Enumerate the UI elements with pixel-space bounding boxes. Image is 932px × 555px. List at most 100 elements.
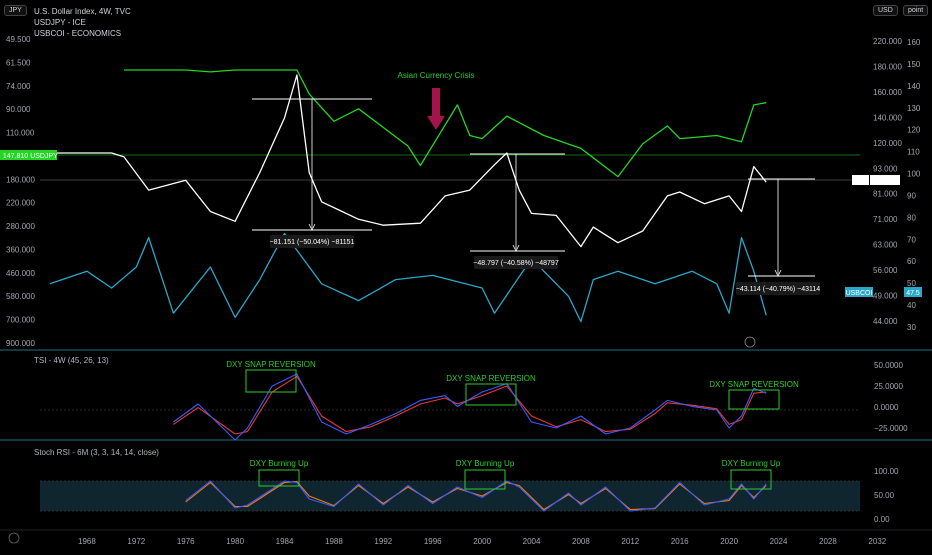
usbcoi-axis-tick: 81.000 [873, 190, 898, 199]
tsi-box-1 [245, 369, 297, 393]
usbcoi-series-line [49, 232, 767, 323]
usbcoi-axis-tick: 44.000 [873, 317, 898, 326]
usbcoi-name-tag-bg [845, 287, 873, 297]
measure-arrow-head [512, 244, 520, 252]
stoch-axis-tick: 50.00 [874, 491, 895, 500]
usd-chip[interactable]: USD [873, 5, 898, 16]
usdjpy-axis-tick: 460.000 [6, 269, 35, 278]
dxy-axis-tick: 30 [907, 323, 916, 332]
tsi-axis-tick: 25.0000 [874, 382, 903, 391]
usbcoi-axis-tick: 180.000 [873, 62, 902, 71]
dxy-axis-tick: 40 [907, 301, 916, 310]
usbcoi-axis-tick: 140.000 [873, 113, 902, 122]
crisis-annotation: Asian Currency Crisis [398, 71, 475, 80]
x-tick-label: 2032 [868, 537, 886, 546]
usdjpy-axis-tick: 49.500 [6, 35, 31, 44]
usbcoi-axis-tick: 160.000 [873, 88, 902, 97]
x-tick-label: 1980 [226, 537, 244, 546]
stoch-axis-tick: 0.00 [874, 515, 890, 524]
settings-icon [8, 532, 20, 544]
x-tick-label: 1984 [276, 537, 294, 546]
dxy-series-line [49, 74, 767, 248]
measure-label: −48.797 (−40.58%) −48797 [473, 260, 559, 267]
tsi-line [173, 373, 767, 441]
usdjpy-axis-tick: 700.000 [6, 316, 35, 325]
usdjpy-axis-tick: 74.000 [6, 82, 31, 91]
dxy-axis-tick: 50 [907, 279, 916, 288]
usdjpy-axis-tick: 220.000 [6, 199, 35, 208]
dxy-axis-tick: 70 [907, 235, 916, 244]
usbcoi-axis-tick: 220.000 [873, 37, 902, 46]
tsi-axis-tick: 0.0000 [874, 403, 899, 412]
usdjpy-price-tag: 147.810 [3, 153, 28, 160]
dxy-name-tag: DXY [853, 178, 868, 185]
dxy-axis-tick: 90 [907, 191, 916, 200]
x-tick-label: 2012 [621, 537, 639, 546]
x-tick-label: 1968 [78, 537, 96, 546]
usbcoi-axis-tick: 49.000 [873, 292, 898, 301]
tsi-pane-title: TSI - 4W (45, 26, 13) [34, 356, 109, 365]
usdjpy-axis-tick: 110.000 [6, 129, 35, 138]
measure-arrow-head [308, 223, 316, 231]
tsi-annotation: DXY SNAP REVERSION [709, 380, 799, 389]
stoch-annotation: DXY Burning Up [250, 459, 309, 468]
tsi-axis-tick: 50.0000 [874, 361, 903, 370]
series3-legend: USBCOI - ECONOMICS [34, 29, 122, 38]
currency-chip[interactable]: JPY [4, 5, 27, 16]
measure-label-bg [474, 256, 558, 269]
usdjpy-axis-tick: 360.000 [6, 245, 35, 254]
dxy-price-tag-bg [870, 175, 900, 185]
usdjpy-axis-tick: 180.000 [6, 175, 35, 184]
x-tick-label: 2020 [720, 537, 738, 546]
tsi-annotation: DXY SNAP REVERSION [226, 360, 316, 369]
stoch-box [730, 469, 772, 490]
stoch-axis-tick: 100.00 [874, 467, 899, 476]
x-tick-label: 1976 [177, 537, 195, 546]
x-tick-label: 1996 [424, 537, 442, 546]
series2-legend: USDJPY - ICE [34, 18, 86, 27]
x-tick-label: 2008 [572, 537, 590, 546]
usbcoi-axis-tick: 120.000 [873, 139, 902, 148]
tsi-signal-line [173, 375, 767, 435]
x-tick-label: 2016 [671, 537, 689, 546]
tsi-axis-tick: −25.0000 [874, 424, 908, 433]
measure-label: −43.114 (−40.79%) −43114 [736, 286, 821, 293]
dxy-price-tag: 105.056 [872, 178, 897, 185]
x-tick-label: 2024 [770, 537, 788, 546]
usdjpy-axis-tick: 90.000 [6, 105, 31, 114]
usbcoi-axis-tick: 63.000 [873, 241, 898, 250]
usbcoi-axis-tick: 56.000 [873, 266, 898, 275]
usbcoi-axis-tick: 93.000 [873, 164, 898, 173]
usdjpy-axis-tick: 900.000 [6, 339, 35, 348]
measure-label-bg [736, 282, 820, 295]
point-chip[interactable]: point [903, 5, 929, 16]
usdjpy-axis-tick: 580.000 [6, 292, 35, 301]
x-tick-label: 1988 [325, 537, 343, 546]
usbcoi-axis-tick: 71.000 [873, 215, 898, 224]
dxy-axis-tick: 60 [907, 257, 916, 266]
stoch-band [40, 481, 860, 511]
main-series-title: U.S. Dollar Index, 4W, TVC [34, 7, 131, 16]
usbcoi-price-tag-bg [904, 287, 922, 297]
dxy-name-tag-bg [852, 175, 869, 185]
measure-arrow-head [774, 269, 782, 277]
stoch-pane-title: Stoch RSI - 6M (3, 3, 14, 14, close) [34, 448, 159, 457]
stoch-annotation: DXY Burning Up [722, 459, 781, 468]
stoch-box [464, 469, 506, 490]
tsi-box-2 [465, 383, 517, 406]
x-tick-label: 2028 [819, 537, 837, 546]
measure-label: −81.151 (−50.04%) −81151 [270, 239, 355, 246]
dxy-axis-tick: 150 [907, 60, 921, 69]
usdjpy-name-tag: USDJPY [30, 153, 58, 160]
usbcoi-price-tag: 47.5 [906, 290, 920, 297]
x-tick-label: 2004 [523, 537, 541, 546]
stoch-annotation: DXY Burning Up [456, 459, 515, 468]
dxy-axis-tick: 120 [907, 126, 921, 135]
usdjpy-name-tag-bg [31, 150, 57, 160]
x-tick-label: 1972 [127, 537, 145, 546]
measure-label-bg [270, 235, 354, 248]
x-tick-label: 1992 [374, 537, 392, 546]
dxy-axis-tick: 130 [907, 104, 921, 113]
